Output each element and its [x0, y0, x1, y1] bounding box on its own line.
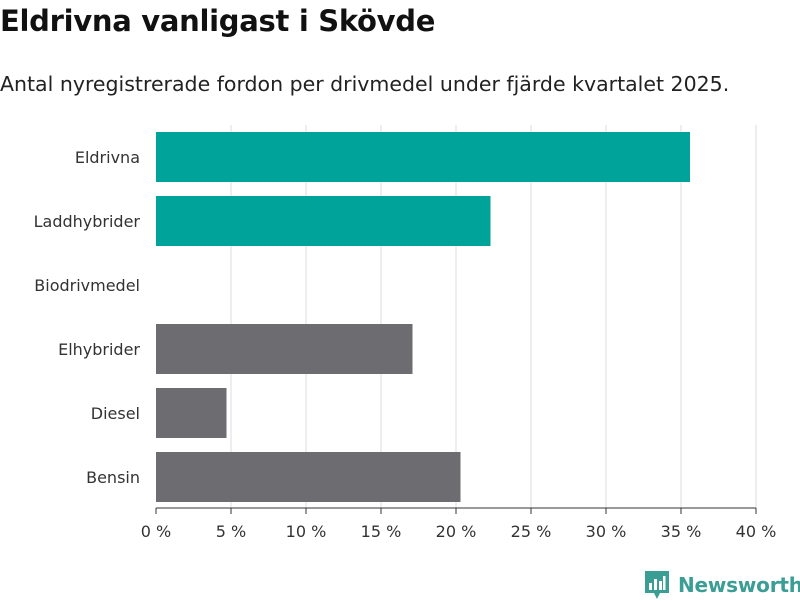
x-axis — [155, 507, 757, 514]
gridlines — [230, 125, 757, 508]
bar-chart-logo-icon — [645, 571, 669, 599]
category-label: Eldrivna — [75, 148, 140, 167]
brand-name: Newsworthy — [678, 573, 800, 597]
category-labels: Eldrivna Laddhybrider Biodrivmedel Elhybrid… — [34, 148, 141, 487]
x-tick-label: 20 % — [436, 522, 477, 541]
x-tick-labels: 0 % 5 % 10 % 15 % 20 % 25 % 30 % 35 % 40 % — [141, 522, 777, 541]
chart-subtitle: Antal nyregistrerade fordon per drivmede… — [0, 72, 730, 96]
category-label: Bensin — [86, 468, 140, 487]
category-label: Laddhybrider — [34, 212, 141, 231]
x-tick-label: 30 % — [586, 522, 627, 541]
x-tick-label: 0 % — [141, 522, 171, 541]
bar-elhybrider[interactable] — [156, 324, 413, 374]
x-tick-label: 10 % — [286, 522, 327, 541]
bar-laddhybrider[interactable] — [156, 196, 491, 246]
bar-bensin[interactable] — [156, 452, 461, 502]
x-tick-label: 40 % — [736, 522, 777, 541]
bar-eldrivna[interactable] — [156, 132, 690, 182]
category-label: Elhybrider — [58, 340, 140, 359]
brand-logo[interactable]: Newsworthy — [644, 569, 800, 601]
x-tick-label: 5 % — [216, 522, 246, 541]
category-label: Diesel — [91, 404, 140, 423]
bar-diesel[interactable] — [156, 388, 227, 438]
chart-title: Eldrivna vanligast i Skövde — [0, 4, 436, 38]
x-tick-label: 25 % — [511, 522, 552, 541]
bars — [156, 132, 690, 502]
category-label: Biodrivmedel — [34, 276, 140, 295]
x-tick-label: 35 % — [661, 522, 702, 541]
x-tick-label: 15 % — [361, 522, 402, 541]
